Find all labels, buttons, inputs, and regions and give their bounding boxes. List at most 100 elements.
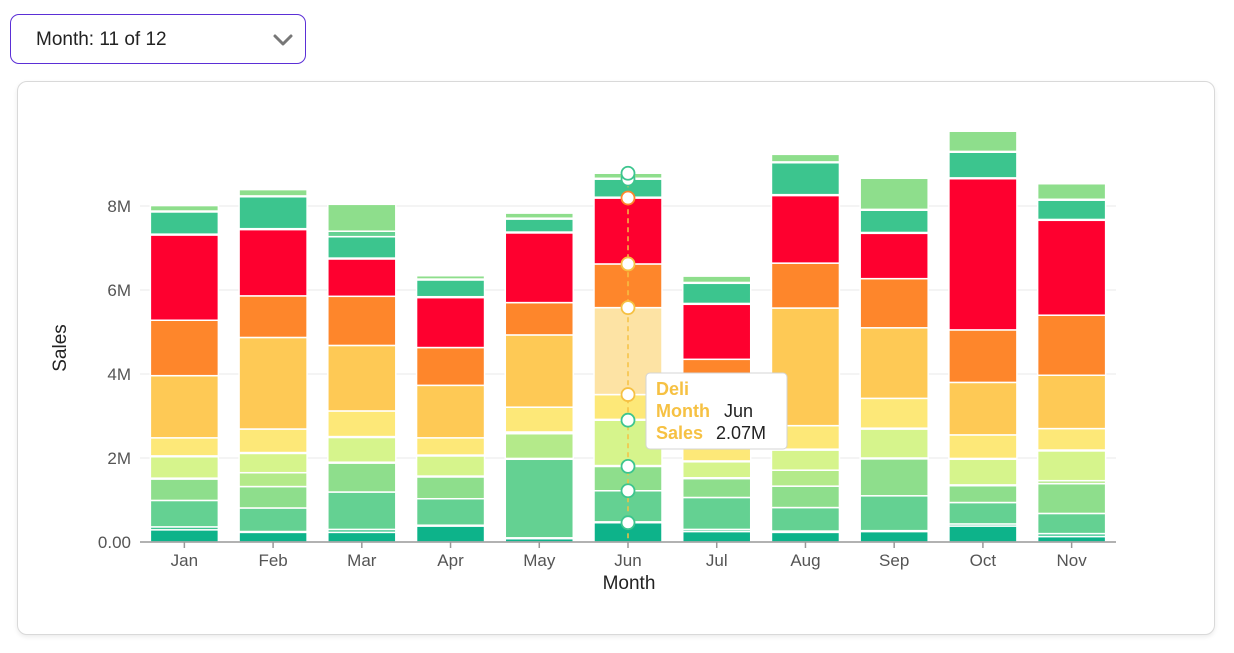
- bar-segment[interactable]: [327, 410, 397, 438]
- bar-segment[interactable]: [948, 501, 1018, 525]
- bar-segment[interactable]: [238, 228, 308, 297]
- bar-segment[interactable]: [859, 177, 929, 211]
- bar-segment[interactable]: [149, 437, 220, 457]
- bar-segment[interactable]: [149, 374, 220, 439]
- bar-segment[interactable]: [681, 303, 752, 361]
- month-select-dropdown[interactable]: Month: 11 of 12: [10, 14, 306, 64]
- bar-segment[interactable]: [681, 496, 752, 531]
- bar-segment[interactable]: [327, 235, 397, 259]
- bar-segment[interactable]: [149, 204, 220, 212]
- bar-segment[interactable]: [859, 397, 929, 429]
- bar-segment[interactable]: [859, 495, 929, 532]
- bar-segment[interactable]: [327, 531, 397, 543]
- bar-segment[interactable]: [948, 177, 1018, 331]
- bar-segment[interactable]: [504, 406, 575, 433]
- bar-segment[interactable]: [415, 346, 486, 387]
- bar-segment[interactable]: [1036, 182, 1107, 201]
- bar-segment[interactable]: [504, 334, 575, 408]
- bar-segment[interactable]: [327, 295, 397, 347]
- bar-segment[interactable]: [238, 452, 308, 474]
- bar-segment[interactable]: [238, 188, 308, 197]
- bar-segment[interactable]: [1036, 374, 1107, 430]
- bar-segment[interactable]: [415, 384, 486, 439]
- bar-segment[interactable]: [948, 434, 1018, 460]
- bar-segment[interactable]: [415, 274, 486, 280]
- bar-segment[interactable]: [681, 461, 752, 479]
- bar-segment[interactable]: [238, 507, 308, 533]
- bar-segment[interactable]: [415, 437, 486, 456]
- bar-segment[interactable]: [238, 336, 308, 430]
- bar-segment[interactable]: [415, 476, 486, 500]
- bar-segment[interactable]: [681, 282, 752, 305]
- bar-segment[interactable]: [1036, 427, 1107, 451]
- bar-segment[interactable]: [1036, 199, 1107, 221]
- bar-segment[interactable]: [415, 455, 486, 477]
- bar-segment[interactable]: [327, 344, 397, 412]
- bar-segment[interactable]: [327, 203, 397, 232]
- bar-segment[interactable]: [238, 471, 308, 488]
- bar-segment[interactable]: [327, 491, 397, 531]
- bar-segment[interactable]: [859, 209, 929, 234]
- bar-segment[interactable]: [859, 327, 929, 400]
- bar-segment[interactable]: [859, 428, 929, 459]
- bar-segment[interactable]: [770, 153, 841, 163]
- bar-segment[interactable]: [415, 296, 486, 349]
- bar-segment[interactable]: [770, 531, 841, 543]
- bar-segment[interactable]: [681, 275, 752, 284]
- bar-segment[interactable]: [859, 458, 929, 497]
- bar-segment[interactable]: [149, 529, 220, 543]
- bar-segment[interactable]: [327, 462, 397, 493]
- x-tick-label: Sep: [879, 551, 909, 570]
- bar-segment[interactable]: [504, 218, 575, 233]
- bar-segment[interactable]: [770, 449, 841, 471]
- bar-segment[interactable]: [948, 458, 1018, 486]
- bar-segment[interactable]: [681, 530, 752, 543]
- bar-segment[interactable]: [149, 499, 220, 528]
- bar-segment[interactable]: [948, 130, 1018, 153]
- bar-segment[interactable]: [770, 161, 841, 196]
- bar-segment[interactable]: [415, 525, 486, 543]
- bar-segment[interactable]: [948, 381, 1018, 436]
- bar-segment[interactable]: [504, 458, 575, 539]
- bar-segment[interactable]: [415, 279, 486, 298]
- bar-segment[interactable]: [504, 432, 575, 460]
- bar-segment[interactable]: [149, 319, 220, 377]
- bar-segment[interactable]: [770, 485, 841, 509]
- bar-segment[interactable]: [327, 230, 397, 238]
- bar-segment[interactable]: [415, 497, 486, 526]
- bar-segment[interactable]: [238, 531, 308, 543]
- bar-segment[interactable]: [149, 234, 220, 321]
- bar-segment[interactable]: [238, 295, 308, 339]
- bar-segment[interactable]: [1036, 450, 1107, 482]
- bar-segment[interactable]: [504, 232, 575, 304]
- bar-segment[interactable]: [149, 211, 220, 235]
- bar-segment[interactable]: [859, 530, 929, 543]
- bar-segment[interactable]: [327, 258, 397, 298]
- bar-segment[interactable]: [948, 151, 1018, 179]
- bar-segment[interactable]: [770, 262, 841, 309]
- bar-segment[interactable]: [859, 277, 929, 329]
- bar-segment[interactable]: [1036, 482, 1107, 515]
- bar-segment[interactable]: [948, 484, 1018, 504]
- bar-segment[interactable]: [948, 525, 1018, 543]
- bar-segment[interactable]: [859, 232, 929, 280]
- bar-segment[interactable]: [770, 194, 841, 264]
- x-tick-label: Mar: [347, 551, 377, 570]
- bar-segment[interactable]: [238, 485, 308, 509]
- bar-segment[interactable]: [504, 301, 575, 336]
- bar-segment[interactable]: [327, 436, 397, 463]
- bar-segment[interactable]: [149, 478, 220, 502]
- bar-segment[interactable]: [238, 196, 308, 230]
- bar-segment[interactable]: [1036, 512, 1107, 535]
- bar-segment[interactable]: [238, 428, 308, 454]
- bar-segment[interactable]: [1036, 535, 1107, 543]
- bar-segment[interactable]: [770, 506, 841, 532]
- hover-markers: [620, 165, 636, 542]
- bar-segment[interactable]: [504, 212, 575, 219]
- bar-segment[interactable]: [948, 329, 1018, 384]
- bar-segment[interactable]: [149, 455, 220, 479]
- bar-segment[interactable]: [1036, 314, 1107, 377]
- bar-segment[interactable]: [681, 477, 752, 499]
- bar-segment[interactable]: [770, 469, 841, 487]
- bar-segment[interactable]: [1036, 219, 1107, 316]
